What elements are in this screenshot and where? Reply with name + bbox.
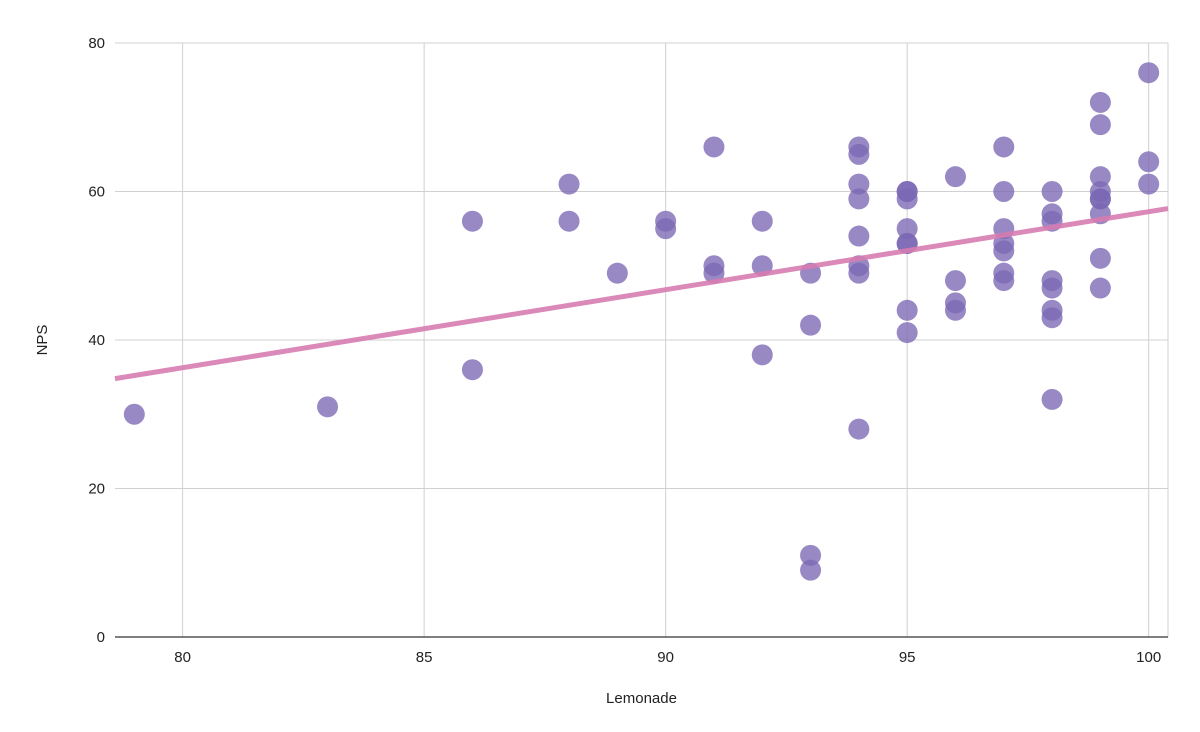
scatter-point	[123, 403, 145, 425]
scatter-point	[848, 188, 870, 210]
scatter-point	[848, 225, 870, 247]
data-points	[123, 62, 1160, 581]
scatter-point	[848, 173, 870, 195]
scatter-point	[896, 188, 918, 210]
scatter-point	[896, 218, 918, 240]
scatter-point	[993, 136, 1015, 158]
scatter-point	[1089, 91, 1111, 113]
scatter-point	[317, 396, 339, 418]
grid	[115, 42, 1169, 637]
scatter-point	[1041, 277, 1063, 299]
scatter-point	[993, 270, 1015, 292]
scatter-point	[1138, 62, 1160, 84]
scatter-point	[944, 166, 966, 188]
scatter-point	[800, 559, 822, 581]
scatter-point	[944, 299, 966, 321]
scatter-point	[1089, 114, 1111, 136]
scatter-point	[461, 210, 483, 232]
y-tick-label: 60	[88, 184, 105, 201]
x-tick-label: 100	[1136, 649, 1161, 666]
scatter-point	[1089, 247, 1111, 269]
scatter-point	[848, 418, 870, 440]
scatter-point	[1041, 307, 1063, 329]
scatter-point	[1089, 277, 1111, 299]
y-tick-label: 40	[88, 332, 105, 349]
scatter-point	[848, 262, 870, 284]
scatter-point	[800, 544, 822, 566]
scatter-point	[848, 143, 870, 165]
y-axis-ticks: 0 20 40 60 80	[88, 35, 105, 646]
scatter-point	[993, 240, 1015, 262]
y-tick-label: 0	[97, 629, 105, 646]
y-tick-label: 20	[88, 481, 105, 498]
scatter-point	[1089, 188, 1111, 210]
scatter-point	[896, 322, 918, 344]
scatter-point	[558, 173, 580, 195]
scatter-point	[461, 359, 483, 381]
scatter-point	[751, 344, 773, 366]
scatter-point	[1089, 166, 1111, 188]
scatter-point	[703, 262, 725, 284]
trendline	[114, 206, 1169, 382]
x-tick-label: 90	[657, 649, 674, 666]
x-axis-title: Lemonade	[606, 690, 677, 707]
x-tick-label: 80	[174, 649, 191, 666]
scatter-point	[896, 299, 918, 321]
y-tick-label: 80	[88, 35, 105, 52]
scatter-point	[944, 270, 966, 292]
x-axis-ticks: 80 85 90 95 100	[174, 649, 1161, 666]
scatter-point	[1138, 151, 1160, 173]
x-tick-label: 85	[416, 649, 433, 666]
scatter-point	[1041, 388, 1063, 410]
scatter-point	[558, 210, 580, 232]
scatter-point	[606, 262, 628, 284]
y-axis-title: NPS	[34, 325, 51, 356]
scatter-point	[655, 218, 677, 240]
scatter-point	[800, 314, 822, 336]
scatter-point	[751, 210, 773, 232]
scatter-point	[993, 181, 1015, 202]
scatter-point	[1041, 181, 1063, 202]
scatter-point	[703, 136, 725, 158]
scatter-point	[1138, 173, 1160, 195]
x-tick-label: 95	[899, 649, 916, 666]
